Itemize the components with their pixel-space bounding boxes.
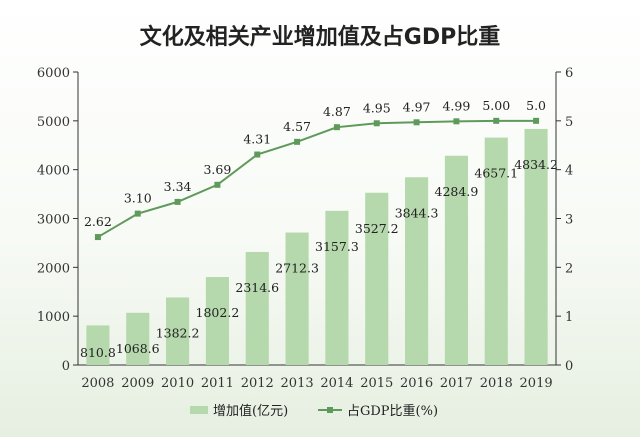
x-tick-label: 2009 <box>121 376 154 391</box>
line-point <box>373 120 380 127</box>
line-point <box>413 119 420 126</box>
left-tick-label: 6000 <box>37 66 70 81</box>
bar <box>484 137 508 365</box>
line-value-label: 4.57 <box>283 119 311 134</box>
bar <box>166 297 190 365</box>
bar <box>365 192 389 365</box>
line-value-label: 3.10 <box>124 191 152 206</box>
legend-line-marker <box>327 407 333 413</box>
line-point <box>533 117 540 124</box>
axes: 0 1000 2000 3000 4000 5000 6000 0 1 2 3 4 5 6 2008 2009… <box>37 66 573 391</box>
line-point <box>94 234 101 241</box>
line-value-label: 5.00 <box>482 98 510 113</box>
left-tick-label: 3000 <box>37 213 70 228</box>
x-tick-label: 2018 <box>480 376 513 391</box>
chart-title: 文化及相关产业增加值及占GDP比重 <box>140 24 500 50</box>
left-tick-label: 4000 <box>37 164 70 179</box>
bar-value-label: 1382.2 <box>156 326 200 341</box>
right-tick-label: 3 <box>565 213 573 228</box>
bar-value-label: 810.8 <box>80 345 116 360</box>
line-value-label: 4.97 <box>403 99 431 114</box>
x-tick-label: 2017 <box>440 376 473 391</box>
line-point <box>134 210 141 217</box>
legend-bar-label: 增加值(亿元) <box>213 403 288 419</box>
line-point <box>254 151 261 158</box>
legend-line-label: 占GDP比重(%) <box>347 403 438 419</box>
line-point <box>333 124 340 131</box>
line-series <box>94 117 540 241</box>
bar-value-label: 3527.2 <box>355 221 399 236</box>
x-tick-label: 2014 <box>320 376 353 391</box>
bar-value-label: 1068.6 <box>116 341 160 356</box>
line-value-label: 4.99 <box>442 98 470 113</box>
line-point <box>214 181 221 188</box>
bar-value-label: 3844.3 <box>395 205 439 220</box>
bar-value-label: 2314.6 <box>235 280 279 295</box>
bar <box>285 232 309 365</box>
line-point <box>493 117 500 124</box>
bar <box>444 155 468 365</box>
right-tick-label: 4 <box>565 164 573 179</box>
x-tick-label: 2008 <box>81 376 114 391</box>
bar <box>524 128 548 365</box>
left-tick-label: 2000 <box>37 261 70 276</box>
bar-value-label: 3157.3 <box>315 239 359 254</box>
bar-value-label: 1802.2 <box>196 305 240 320</box>
line-value-label: 4.87 <box>323 104 351 119</box>
bar-value-label: 4657.1 <box>474 166 518 181</box>
x-tick-label: 2012 <box>241 376 274 391</box>
bar-value-label: 2712.3 <box>275 261 319 276</box>
line-point <box>294 138 301 145</box>
x-tick-label: 2011 <box>201 376 234 391</box>
bar <box>405 177 429 365</box>
line-path <box>97 119 537 238</box>
bar <box>205 276 229 365</box>
left-tick-label: 1000 <box>37 310 70 325</box>
bar-series <box>86 128 548 365</box>
legend: 增加值(亿元) 占GDP比重(%) <box>190 403 438 419</box>
right-tick-label: 0 <box>565 359 573 374</box>
right-tick-label: 5 <box>565 115 573 130</box>
left-tick-label: 0 <box>62 359 70 374</box>
right-tick-label: 1 <box>565 310 573 325</box>
right-tick-label: 6 <box>565 66 573 81</box>
bar <box>86 325 110 365</box>
bar <box>126 312 150 365</box>
line-value-label: 3.69 <box>203 162 231 177</box>
x-tick-label: 2016 <box>400 376 433 391</box>
line-value-label: 4.95 <box>363 100 391 115</box>
line-value-label: 4.31 <box>243 132 271 147</box>
line-value-label: 2.62 <box>84 214 112 229</box>
line-point <box>453 118 460 125</box>
right-tick-label: 2 <box>565 261 573 276</box>
bar <box>325 210 349 365</box>
line-value-label: 5.0 <box>526 98 546 113</box>
x-tick-label: 2013 <box>281 376 314 391</box>
x-tick-label: 2015 <box>360 376 393 391</box>
bar <box>245 251 269 365</box>
x-tick-label: 2010 <box>161 376 194 391</box>
x-tick-label: 2019 <box>520 376 553 391</box>
bar-value-label: 4284.9 <box>435 184 479 199</box>
line-point <box>174 198 181 205</box>
line-value-label: 3.34 <box>164 179 192 194</box>
left-tick-label: 5000 <box>37 115 70 130</box>
bar-value-label: 4834.2 <box>514 157 558 172</box>
legend-bar-swatch <box>190 406 208 414</box>
